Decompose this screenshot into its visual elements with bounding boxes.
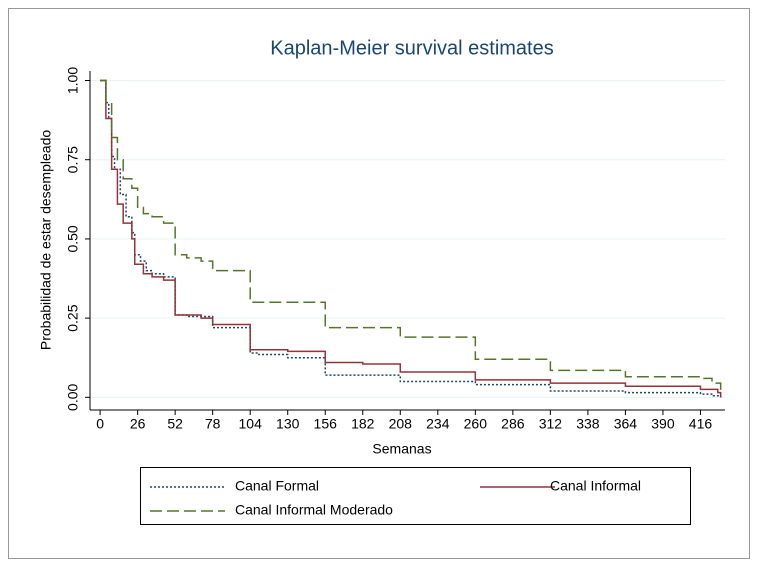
x-tick-label: 130 (276, 416, 300, 432)
chart-frame (8, 8, 750, 559)
x-axis-label: Semanas (372, 441, 431, 457)
x-tick-label: 104 (239, 416, 263, 432)
x-tick-label: 364 (614, 416, 638, 432)
chart-title: Kaplan-Meier survival estimates (270, 37, 553, 59)
y-axis-label: Probabilidad de estar desempleado (38, 130, 54, 350)
legend-label: Canal Formal (235, 478, 319, 494)
x-tick-label: 260 (464, 416, 488, 432)
legend-box (140, 467, 691, 525)
x-tick-label: 312 (539, 416, 563, 432)
x-tick-label: 234 (426, 416, 450, 432)
y-tick-label: 0.75 (65, 146, 81, 173)
y-tick-label: 0.00 (65, 383, 81, 410)
x-tick-label: 26 (130, 416, 146, 432)
x-tick-label: 52 (167, 416, 183, 432)
x-tick-label: 416 (689, 416, 713, 432)
x-tick-label: 208 (389, 416, 413, 432)
x-tick-label: 286 (501, 416, 525, 432)
survival-line (100, 79, 722, 398)
x-tick-label: 78 (205, 416, 221, 432)
x-tick-label: 390 (651, 416, 675, 432)
legend-label: Canal Informal (550, 478, 641, 494)
y-tick-label: 1.00 (65, 67, 81, 94)
x-tick-label: 156 (314, 416, 338, 432)
x-tick-label: 0 (96, 416, 104, 432)
x-tick-label: 338 (576, 416, 600, 432)
survival-line (100, 79, 722, 391)
y-tick-label: 0.25 (65, 304, 81, 331)
y-tick-label: 0.50 (65, 225, 81, 252)
x-tick-label: 182 (351, 416, 375, 432)
legend-label: Canal Informal Moderado (235, 502, 393, 518)
